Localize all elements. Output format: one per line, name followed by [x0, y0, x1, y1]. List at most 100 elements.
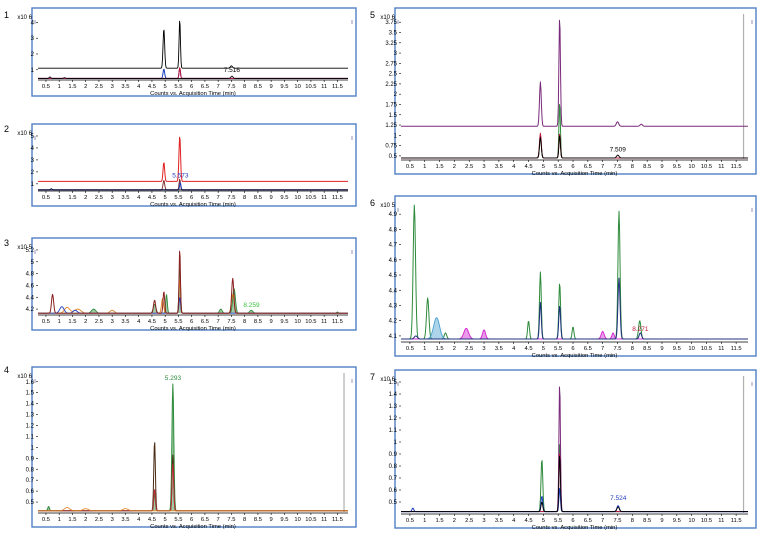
x-tick-label: 6.5 — [201, 84, 209, 90]
x-tick-label: 11 — [718, 518, 724, 524]
y-tick-label: 2.5 — [389, 72, 398, 78]
x-tick-label: 6.5 — [201, 319, 209, 325]
x-tick-label: 1 — [423, 518, 426, 524]
x-tick-label: 3 — [482, 164, 485, 170]
x-axis-label: Counts vs. Acquisition Time (min) — [150, 524, 236, 530]
x-tick-label: 4.5 — [148, 84, 156, 90]
y-tick-label: 0.8 — [389, 464, 398, 470]
y-multiplier-label: x10 6 — [380, 377, 395, 383]
x-tick-label: 7.5 — [227, 195, 235, 201]
y-tick-label: 4.2 — [26, 307, 35, 313]
series-line-0 — [38, 136, 348, 182]
x-tick-label: 9 — [660, 346, 663, 352]
y-tick-label: 0.9 — [26, 456, 35, 462]
y-tick-label: 1 — [31, 445, 35, 451]
peak-annotation: 5.573 — [172, 173, 189, 180]
x-tick-label: 0.5 — [406, 346, 414, 352]
panel-number-label: 5 — [370, 10, 375, 20]
x-tick-label: 10.5 — [701, 518, 712, 524]
x-tick-label: 5.5 — [554, 346, 562, 352]
chart-panel-4: 4 x10 6 0.5 0.6 0.7 0.8 0.9 1 1.1 1.2 1.3 1.4 1.5 1.6… — [4, 365, 357, 530]
y-tick-label: 0.5 — [389, 154, 398, 160]
y-tick-label: 1.2 — [26, 424, 35, 430]
x-tick-label: 4.5 — [524, 346, 532, 352]
x-tick-label: 9.5 — [280, 319, 288, 325]
x-tick-label: 9 — [270, 517, 273, 523]
series-line-4 — [401, 455, 748, 513]
x-axis-label: Counts vs. Acquisition Time (min) — [150, 91, 236, 97]
x-tick-label: 7 — [217, 195, 220, 201]
panel-number-label: 6 — [370, 198, 375, 208]
x-tick-label: 4.5 — [524, 164, 532, 170]
panel-number-label: 4 — [4, 365, 9, 375]
x-tick-label: 2 — [84, 84, 87, 90]
x-tick-label: 7.5 — [227, 84, 235, 90]
x-tick-label: 7 — [217, 319, 220, 325]
x-tick-label: 4 — [137, 84, 141, 90]
x-tick-label: 8 — [243, 517, 246, 523]
x-tick-label: 3 — [111, 517, 114, 523]
y-tick-label: 1.25 — [385, 123, 397, 129]
y-multiplier-label: x10 6 — [17, 15, 32, 21]
x-tick-label: 10 — [688, 346, 694, 352]
y-tick-label: 1.4 — [26, 402, 35, 408]
y-tick-label: 0.5 — [389, 500, 398, 506]
x-tick-label: 11 — [718, 346, 724, 352]
x-tick-label: 8.5 — [254, 319, 262, 325]
y-tick-label: 4.3 — [389, 303, 398, 309]
x-tick-label: 7.5 — [227, 517, 235, 523]
chart-frame — [394, 195, 757, 357]
x-tick-label: 11 — [321, 195, 327, 201]
x-tick-label: 3 — [111, 195, 114, 201]
y-tick-label: 0.8 — [26, 467, 35, 473]
series-line-0 — [38, 20, 348, 69]
x-tick-label: 2.5 — [465, 346, 473, 352]
x-tick-label: 10 — [688, 518, 694, 524]
x-tick-label: 0.5 — [42, 517, 50, 523]
x-tick-label: 8.5 — [643, 518, 651, 524]
x-tick-label: 5.5 — [174, 319, 182, 325]
x-tick-label: 6.5 — [201, 195, 209, 201]
x-tick-label: 5.5 — [174, 517, 182, 523]
chart-panel-6: 6 x10 54.14.24.34.44.54.64.74.84.90.5 1 1.5… — [370, 195, 757, 359]
x-tick-label: 8.5 — [254, 517, 262, 523]
x-tick-label: 4 — [512, 518, 516, 524]
x-tick-label: 9.5 — [280, 195, 288, 201]
y-tick-label: 3.25 — [385, 41, 397, 47]
y-tick-label: 1 — [31, 68, 35, 74]
y-tick-label: 1.75 — [385, 102, 397, 108]
x-tick-label: 7.5 — [227, 319, 235, 325]
x-axis-label: Counts vs. Acquisition Time (min) — [532, 525, 618, 531]
y-tick-label: 4.4 — [26, 295, 35, 301]
x-tick-label: 5 — [542, 518, 545, 524]
x-tick-label: 11.5 — [731, 518, 742, 524]
x-tick-label: 11 — [321, 517, 327, 523]
series-line-3 — [38, 507, 348, 512]
x-tick-label: 4 — [137, 195, 141, 201]
x-tick-label: 4 — [512, 164, 516, 170]
peak-annotation: 7.524 — [610, 495, 627, 502]
x-tick-label: 5 — [164, 84, 167, 90]
y-tick-label: 2 — [31, 52, 35, 58]
x-tick-label: 10 — [688, 164, 694, 170]
y-tick-label: 4.2 — [389, 319, 398, 325]
peak-annotation: 8.259 — [243, 302, 260, 309]
x-tick-label: 2 — [84, 517, 87, 523]
x-tick-label: 2.5 — [95, 517, 103, 523]
chart-frame — [31, 366, 357, 528]
series-line-0 — [401, 19, 748, 127]
x-tick-label: 1 — [423, 164, 426, 170]
x-tick-label: 6 — [571, 518, 574, 524]
y-tick-label: 4.9 — [389, 212, 398, 218]
x-tick-label: 0.5 — [406, 518, 414, 524]
y-tick-label: 4 — [31, 146, 35, 152]
y-multiplier-label: x10 6 — [380, 15, 395, 21]
x-tick-label: 10 — [294, 319, 300, 325]
y-tick-label: 0.6 — [389, 488, 398, 494]
x-tick-label: 7.5 — [613, 164, 621, 170]
x-tick-label: 2 — [84, 319, 87, 325]
x-tick-label: 5 — [164, 517, 167, 523]
x-tick-label: 11.5 — [332, 319, 343, 325]
x-tick-label: 3.5 — [121, 84, 129, 90]
peak-annotation: 5.293 — [165, 375, 182, 382]
